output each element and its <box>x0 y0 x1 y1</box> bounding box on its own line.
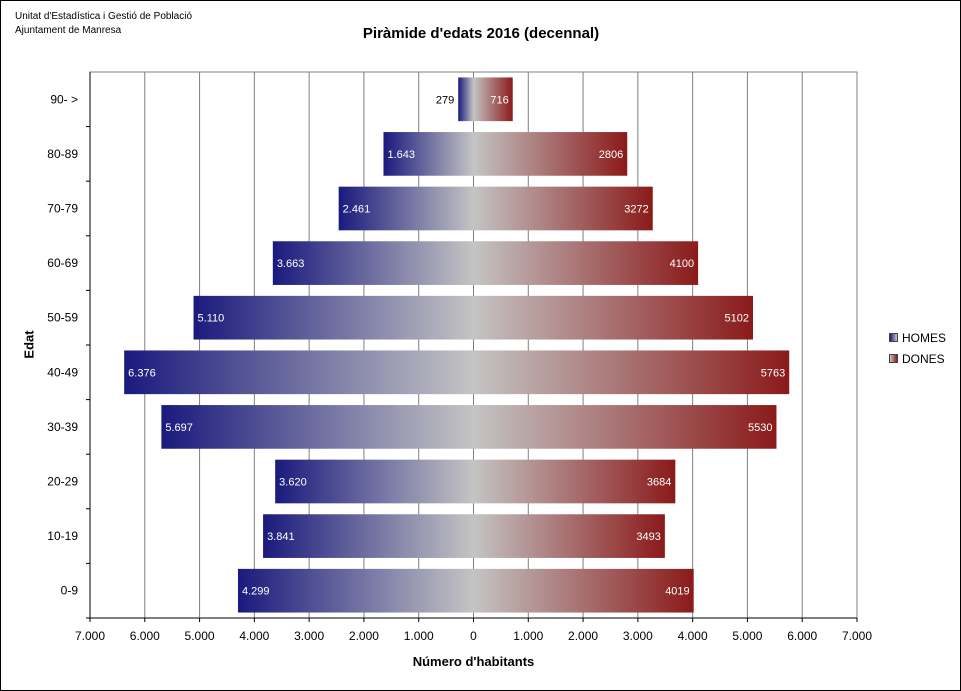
organization-subtitle: Ajuntament de Manresa <box>15 25 122 36</box>
data-label-homes: 6.376 <box>128 367 156 379</box>
x-tick-label: 4.000 <box>678 629 708 643</box>
label-layer: 279 716 1.643 2806 2.461 3272 3.663 4100 5.110 51… <box>128 94 785 597</box>
y-tick-label: 60-69 <box>47 256 78 270</box>
y-tick-label: 80-89 <box>47 147 78 161</box>
bar-dones <box>473 186 653 231</box>
data-label-dones: 716 <box>490 94 508 106</box>
bar-dones <box>473 77 513 122</box>
data-label-dones: 3493 <box>636 531 660 543</box>
x-tick-label: 3.000 <box>623 629 653 643</box>
y-tick-label: 30-39 <box>47 420 78 434</box>
x-tick-label: 7.000 <box>842 629 872 643</box>
data-label-homes: 5.110 <box>198 313 225 325</box>
bar-dones <box>473 350 790 395</box>
data-label-homes: 1.643 <box>387 149 415 161</box>
data-label-dones: 5102 <box>725 313 749 325</box>
legend-swatch-homes <box>889 333 898 342</box>
x-tick-label: 1.000 <box>404 629 434 643</box>
bar-homes <box>458 77 474 122</box>
data-label-homes: 279 <box>436 94 454 106</box>
bar-homes <box>124 350 474 395</box>
data-label-homes: 2.461 <box>343 204 371 216</box>
y-tick-label: 40-49 <box>47 365 78 379</box>
bar-homes <box>338 186 474 231</box>
legend: HOMES DONES <box>889 327 946 369</box>
legend-label-homes: HOMES <box>902 330 947 345</box>
bar-dones <box>473 405 777 449</box>
y-tick-label: 0-9 <box>61 584 79 598</box>
x-tick-label: 5.000 <box>732 629 762 643</box>
data-label-dones: 3272 <box>624 204 648 216</box>
x-tick-label: 6.000 <box>130 629 160 643</box>
bar-dones <box>473 132 628 176</box>
bar-homes <box>272 241 474 285</box>
data-label-dones: 4019 <box>665 586 689 598</box>
y-tick-label: 20-29 <box>47 475 78 489</box>
bar-homes <box>237 568 474 613</box>
data-label-dones: 3684 <box>647 477 671 489</box>
data-label-homes: 3.841 <box>267 531 295 543</box>
y-tick-label: 10-19 <box>47 529 78 543</box>
bar-dones <box>473 459 676 504</box>
legend-item-homes: HOMES <box>889 327 946 348</box>
bar-homes <box>161 405 474 449</box>
bar-dones <box>473 568 694 613</box>
x-axis-label: Número d'habitants <box>412 654 535 669</box>
x-tick-label: 1.000 <box>513 629 543 643</box>
x-tick-label: 2.000 <box>349 629 379 643</box>
bar-dones <box>473 514 665 558</box>
data-label-homes: 4.299 <box>242 586 270 598</box>
axis-layer: 7.000 6.000 5.000 4.000 3.000 2.000 1.000 0 1.00… <box>47 72 872 643</box>
chart-title: Piràmide d'edats 2016 (decennal) <box>362 25 600 42</box>
bar-homes <box>193 295 474 340</box>
bar-layer <box>124 77 790 613</box>
y-tick-label: 70-79 <box>47 202 78 216</box>
legend-swatch-dones <box>889 354 898 363</box>
y-tick-label: 50-59 <box>47 311 78 325</box>
x-tick-label: 7.000 <box>75 629 105 643</box>
y-tick-label: 90- > <box>50 92 78 106</box>
bar-dones <box>473 295 754 340</box>
x-tick-label: 0 <box>470 629 477 643</box>
bar-homes <box>263 514 474 558</box>
x-tick-label: 5.000 <box>185 629 215 643</box>
data-label-dones: 2806 <box>599 149 623 161</box>
data-label-dones: 5530 <box>748 422 772 434</box>
data-label-homes: 3.620 <box>279 477 307 489</box>
bar-homes <box>383 132 474 176</box>
organization-name: Unitat d'Estadística i Gestió de Poblaci… <box>15 11 193 22</box>
y-axis-label: Edat <box>21 330 37 359</box>
legend-item-dones: DONES <box>889 348 946 369</box>
bar-dones <box>473 241 699 285</box>
legend-label-dones: DONES <box>902 351 945 366</box>
data-label-homes: 5.697 <box>165 422 193 434</box>
x-tick-label: 4.000 <box>239 629 269 643</box>
bar-homes <box>275 459 474 504</box>
data-label-homes: 3.663 <box>277 258 305 270</box>
data-label-dones: 4100 <box>670 258 694 270</box>
data-label-dones: 5763 <box>761 367 785 379</box>
x-tick-label: 6.000 <box>787 629 817 643</box>
x-tick-label: 3.000 <box>294 629 324 643</box>
x-tick-label: 2.000 <box>568 629 598 643</box>
